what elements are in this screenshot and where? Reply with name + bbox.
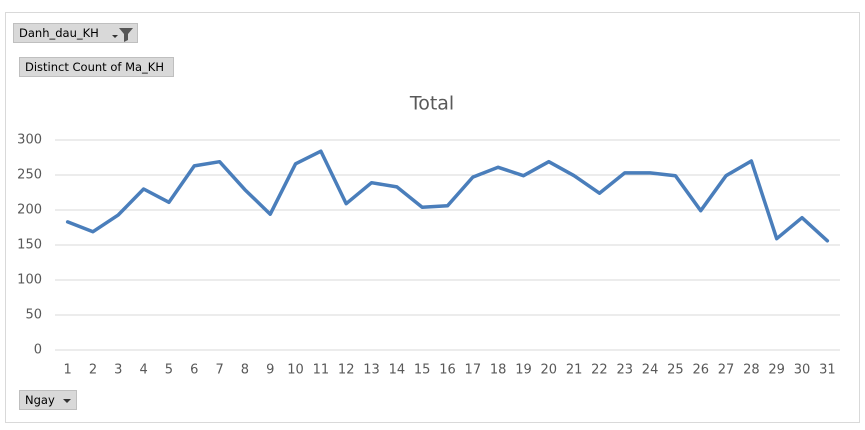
x-tick-label: 19 <box>515 363 532 378</box>
x-tick-label: 21 <box>566 363 583 378</box>
x-tick-label: 5 <box>165 363 173 378</box>
filter-label: Danh_dau_KH <box>19 26 99 40</box>
x-tick-label: 7 <box>215 363 223 378</box>
x-tick-label: 1 <box>64 363 72 378</box>
x-tick-label: 28 <box>743 363 760 378</box>
x-tick-label: 26 <box>692 363 709 378</box>
x-tick-label: 18 <box>490 363 507 378</box>
y-tick-label: 250 <box>17 168 42 183</box>
x-tick-label: 2 <box>89 363 97 378</box>
x-tick-label: 9 <box>266 363 274 378</box>
x-tick-label: 13 <box>363 363 380 378</box>
y-tick-label: 300 <box>17 133 42 148</box>
x-tick-label: 22 <box>591 363 608 378</box>
x-tick-label: 14 <box>389 363 406 378</box>
filter-button[interactable]: Danh_dau_KH <box>13 23 138 43</box>
x-tick-label: 6 <box>190 363 198 378</box>
axis-field-label: Ngay <box>25 393 55 407</box>
x-tick-label: 3 <box>114 363 122 378</box>
x-tick-label: 31 <box>819 363 836 378</box>
x-tick-label: 20 <box>541 363 558 378</box>
y-tick-label: 200 <box>17 203 42 218</box>
y-tick-label: 50 <box>25 308 42 323</box>
x-tick-label: 15 <box>414 363 431 378</box>
chart-title: Total <box>409 93 454 115</box>
x-tick-label: 25 <box>667 363 684 378</box>
data-line <box>65 149 830 243</box>
x-tick-label: 4 <box>139 363 147 378</box>
value-field-label: Distinct Count of Ma_KH <box>25 60 164 74</box>
value-field-button[interactable]: Distinct Count of Ma_KH <box>19 57 174 77</box>
x-tick-label: 23 <box>616 363 633 378</box>
chart-border <box>5 12 860 423</box>
y-tick-label: 100 <box>17 273 42 288</box>
x-tick-label: 12 <box>338 363 355 378</box>
dropdown-icon <box>63 399 71 403</box>
y-tick-label: 150 <box>17 238 42 253</box>
x-tick-label: 29 <box>768 363 785 378</box>
x-tick-label: 16 <box>439 363 456 378</box>
filter-icon <box>112 28 133 42</box>
x-tick-label: 27 <box>718 363 735 378</box>
x-tick-label: 24 <box>642 363 659 378</box>
x-tick-label: 11 <box>313 363 330 378</box>
x-tick-label: 10 <box>287 363 304 378</box>
axis-field-button[interactable]: Ngay <box>19 390 77 410</box>
x-tick-label: 17 <box>465 363 482 378</box>
y-tick-label: 0 <box>34 343 42 358</box>
x-tick-label: 30 <box>794 363 811 378</box>
x-tick-label: 8 <box>241 363 249 378</box>
